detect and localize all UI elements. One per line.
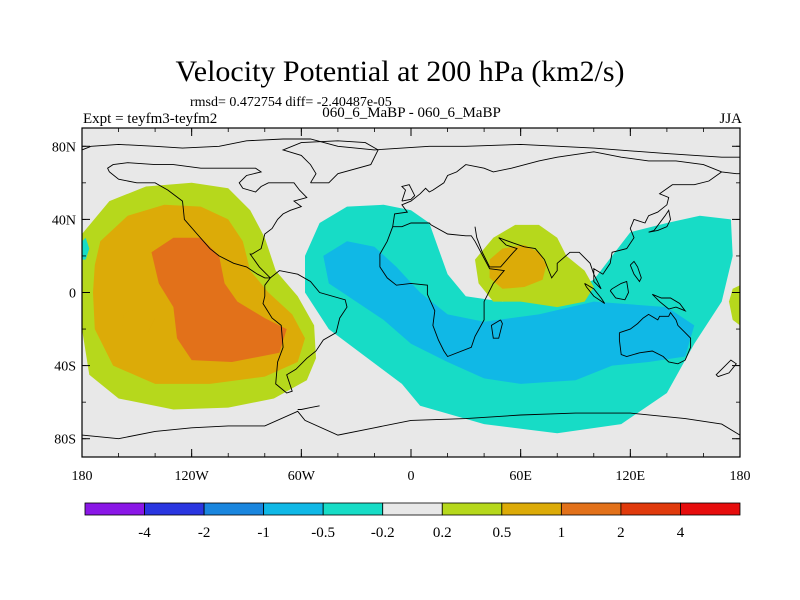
x-tick-label-4: 60E [509,469,532,484]
contour-region-positive-core-arabia [489,245,547,289]
y-tick-label-1: 40N [52,213,76,228]
y-tick-label-3: 40S [54,360,76,375]
coastline-16 [297,405,320,410]
y-tick-label-4: 80S [54,433,76,448]
coastline-5 [474,171,722,290]
y-tick-label-2: 0 [69,287,76,302]
x-tick-label-5: 120E [616,469,646,484]
contour-region-negative-core-indian [323,241,695,384]
colorbar-box-3 [263,502,324,516]
colorbar-box-9 [620,502,681,516]
coastline-15 [715,359,737,378]
colorbar-label-1: -2 [198,525,211,541]
colorbar-box-0 [84,502,145,516]
colorbar-box-2 [203,502,265,516]
coastline-4 [392,151,740,227]
colorbar-label-8: 2 [617,525,625,541]
colorbar: -4 -2 -1 -0.5 -0.2 0.2 0.5 1 2 4 [84,502,741,541]
colorbar-box-8 [560,502,622,516]
coastline-11 [609,280,629,301]
y-axis: 80N 40N 0 40S 80S [52,140,740,448]
coastline-2 [281,140,379,184]
x-tick-label-0: 180 [72,469,93,484]
experiment-label: Expt = teyfm3-teyfm2 [83,111,218,127]
contour-region-positive-right-edge [729,285,740,326]
x-tick-label-2: 60W [288,469,316,484]
colorbar-label-7: 1 [558,525,566,541]
contour-fills [82,182,740,434]
chart-title: Velocity Potential at 200 hPa (km2/s) [175,55,625,88]
coastline-9 [648,209,671,233]
colorbar-label-2: -1 [257,525,270,541]
coastline-14 [629,260,642,283]
coastline-7 [82,410,740,440]
x-tick-label-3: 0 [408,469,415,484]
x-tick-label-1: 120W [175,469,210,484]
colorbar-box-10 [680,502,741,516]
stats-line: rmsd= 0.472754 diff= -2.40487e-05 [190,95,392,110]
coastline-6 [618,311,692,365]
colorbar-box-5 [382,502,443,516]
coastline-0 [82,138,740,158]
x-axis: 180 120W 60W 0 60E 120E 180 [72,128,751,484]
contour-region-positive-hole-pacific [122,309,156,335]
colorbar-label-0: -4 [138,525,151,541]
contour-region-negative-left-edge [82,237,90,260]
y-tick-label-0: 80N [52,140,76,155]
coastline-12 [651,293,687,312]
colorbar-box-7 [501,502,562,516]
case-label: 060_6_MaBP - 060_6_MaBP [322,105,501,121]
colorbar-label-5: 0.2 [433,525,452,541]
coastline-13 [490,319,503,339]
colorbar-box-4 [322,502,384,516]
coastlines [82,138,740,440]
colorbar-label-6: 0.5 [492,525,511,541]
colorbar-label-4: -0.2 [371,525,395,541]
contour-region-positive-core-pacific [151,237,287,362]
coastline-10 [584,283,606,304]
coastline-3 [379,222,506,358]
colorbar-label-9: 4 [677,525,685,541]
season-label: JJA [719,111,742,127]
colorbar-box-1 [144,502,205,516]
x-tick-label-6: 180 [730,469,751,484]
coastline-8 [401,184,416,202]
colorbar-box-6 [441,502,503,516]
coastline-1 [107,162,348,394]
colorbar-label-3: -0.5 [311,525,335,541]
